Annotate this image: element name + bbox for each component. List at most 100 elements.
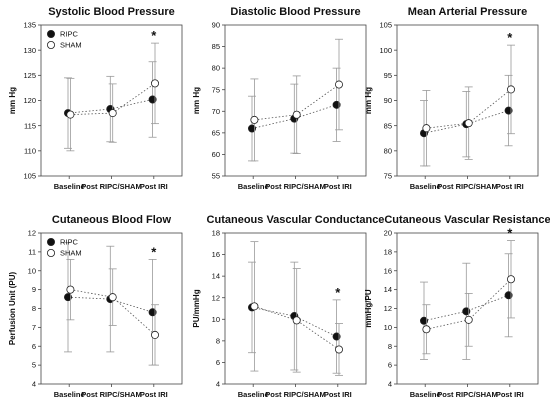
y-tick-label: 100 [379, 46, 392, 55]
series-line-sham [254, 305, 340, 350]
plot-frame [224, 232, 367, 385]
x-tick-label: Post IRI [324, 182, 352, 191]
y-tick-label: 14 [384, 285, 392, 294]
data-point-ripc [504, 291, 513, 300]
y-tick-label: 20 [384, 229, 392, 238]
x-tick-label: Post RIPC/SHAM [81, 390, 141, 399]
x-tick-label: Post RIPC/SHAM [81, 182, 141, 191]
data-point-sham [250, 115, 259, 124]
data-point-ripc [462, 307, 471, 316]
y-tick-label: 10 [384, 323, 392, 332]
data-point-sham [108, 293, 117, 302]
y-tick-label: 11 [28, 247, 36, 256]
y-tick-label: 105 [379, 21, 392, 30]
y-tick-label: 4 [216, 380, 220, 389]
plot-frame [396, 24, 539, 177]
chart-panel-5: Cutaneous Vascular Conductance 4 6 8 10 12 14 1… [192, 214, 384, 399]
x-tick-label: Baseline [238, 182, 269, 191]
y-tick-label: 12 [384, 304, 392, 313]
y-tick-label: 6 [388, 361, 392, 370]
y-tick-label: 14 [212, 272, 220, 281]
y-tick-label: 110 [24, 146, 36, 155]
y-tick-label: 80 [212, 64, 220, 73]
y-tick-label: 95 [384, 71, 392, 80]
y-tick-label: 16 [212, 250, 220, 259]
data-point-ripc [332, 332, 341, 341]
chart-title: Diastolic Blood Pressure [230, 6, 360, 18]
legend-marker-ripc [47, 237, 56, 246]
significance-marker: * [507, 30, 513, 45]
y-tick-label: 8 [216, 336, 220, 345]
significance-marker: * [151, 244, 157, 259]
x-tick-label: Baseline [54, 182, 85, 191]
x-tick-label: Baseline [410, 390, 441, 399]
y-tick-label: 16 [384, 266, 392, 275]
x-tick-label: Post RIPC/SHAM [265, 182, 325, 191]
significance-marker: * [151, 28, 157, 43]
legend-marker-ripc [47, 29, 56, 38]
chart-title: Cutaneous Vascular Conductance [207, 214, 385, 226]
y-tick-label: 4 [32, 380, 36, 389]
y-tick-label: 7 [32, 323, 36, 332]
legend-marker-sham [47, 41, 56, 50]
y-tick-label: 8 [32, 304, 36, 313]
y-tick-label: 18 [212, 229, 220, 238]
legend: RIPC SHAM [47, 29, 82, 50]
legend-label-ripc: RIPC [60, 30, 79, 39]
y-tick-label: 60 [212, 150, 220, 159]
y-tick-label: 9 [32, 285, 36, 294]
x-tick-label: Post RIPC/SHAM [437, 182, 497, 191]
x-tick-label: Baseline [238, 390, 269, 399]
legend-label-sham: SHAM [60, 249, 82, 258]
data-point-sham [464, 315, 473, 324]
data-point-ripc [148, 308, 157, 317]
data-point-ripc [247, 124, 256, 133]
chart-title: Cutaneous Vascular Resistance [384, 214, 550, 226]
chart-panel-1: Systolic Blood Pressure 105 110 115 120 125 13… [8, 6, 183, 191]
y-tick-label: 125 [23, 71, 36, 80]
y-tick-label: 55 [212, 172, 220, 181]
x-tick-label: Post IRI [496, 182, 524, 191]
data-point-sham [292, 316, 301, 325]
legend-label-ripc: RIPC [60, 238, 79, 247]
y-tick-label: 18 [384, 247, 392, 256]
y-tick-label: 6 [216, 358, 220, 367]
chart-title: Cutaneous Blood Flow [52, 214, 172, 226]
x-tick-label: Post IRI [324, 390, 352, 399]
y-tick-label: 12 [28, 229, 36, 238]
y-tick-label: 4 [388, 380, 392, 389]
y-tick-label: 5 [32, 361, 36, 370]
data-point-sham [66, 110, 75, 119]
x-tick-label: Post IRI [140, 390, 168, 399]
x-tick-label: Baseline [410, 182, 441, 191]
data-point-sham [108, 109, 117, 118]
y-tick-label: 90 [384, 96, 392, 105]
data-point-sham [464, 119, 473, 128]
data-point-sham [334, 80, 343, 89]
legend-label-sham: SHAM [60, 41, 82, 50]
legend: RIPC SHAM [47, 237, 82, 258]
chart-panel-4: Cutaneous Blood Flow 4 5 6 7 8 9 10 11 12 Perfusio… [8, 214, 183, 399]
significance-marker: * [507, 226, 513, 241]
data-point-sham [66, 285, 75, 294]
y-tick-label: 6 [32, 342, 36, 351]
x-tick-label: Post RIPC/SHAM [437, 390, 497, 399]
y-tick-label: 130 [23, 46, 36, 55]
legend-marker-sham [47, 248, 56, 257]
y-tick-label: 10 [28, 266, 36, 275]
chart-panel-3: Mean Arterial Pressure 75 80 85 90 95 100 105 mm… [364, 6, 539, 191]
data-point-sham [150, 79, 159, 88]
significance-marker: * [335, 285, 341, 300]
chart-title: Mean Arterial Pressure [408, 6, 527, 18]
data-point-sham [422, 124, 431, 133]
y-tick-label: 75 [384, 172, 392, 181]
y-tick-label: 90 [212, 21, 220, 30]
y-tick-label: 70 [212, 107, 220, 116]
y-tick-label: 85 [384, 121, 392, 130]
y-tick-label: 135 [23, 21, 36, 30]
y-tick-label: 120 [23, 96, 36, 105]
x-tick-label: Post IRI [496, 390, 524, 399]
data-point-ripc [332, 100, 341, 109]
y-axis-label: Perfusion Unit (PU) [8, 272, 17, 346]
